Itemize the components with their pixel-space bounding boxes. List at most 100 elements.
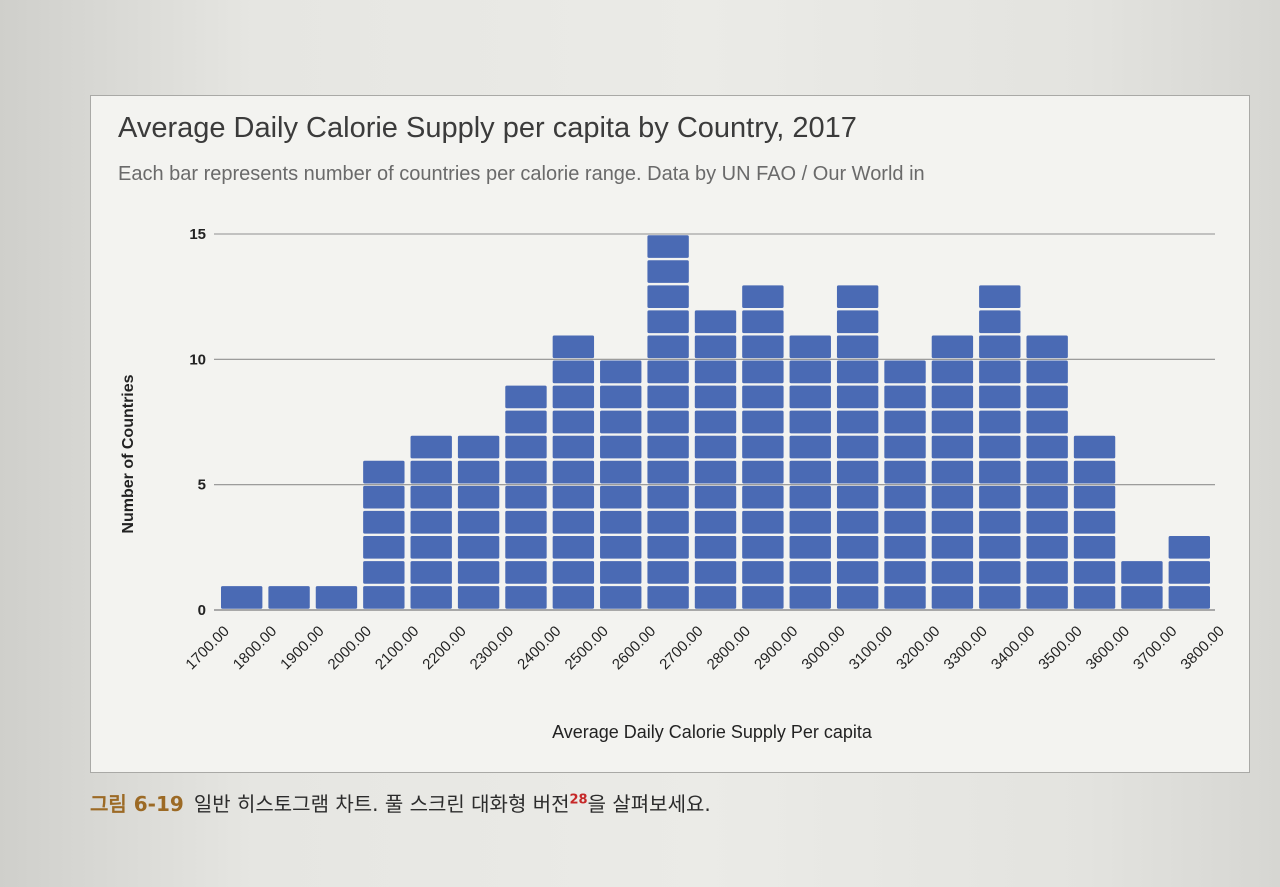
- bar-segment: [505, 510, 547, 534]
- x-tick-label: 2300.00: [467, 623, 517, 673]
- x-tick-label: 3000.00: [798, 623, 848, 673]
- footnote-marker[interactable]: 28: [569, 792, 588, 808]
- histogram-bar[interactable]: [363, 460, 405, 609]
- bar-segment: [836, 285, 879, 308]
- bar-segment: [505, 460, 547, 484]
- histogram-bar[interactable]: [647, 235, 689, 609]
- bar-segment: [647, 335, 689, 359]
- x-tick-label: 2700.00: [656, 623, 706, 673]
- bar-segment: [789, 460, 831, 484]
- bar-segment: [505, 536, 547, 559]
- x-tick-label: 2900.00: [751, 623, 801, 673]
- bar-segment: [1026, 536, 1068, 559]
- bar-segment: [552, 586, 595, 609]
- bar-segment: [410, 460, 452, 484]
- histogram-bar[interactable]: [457, 435, 500, 609]
- bar-segment: [979, 435, 1021, 459]
- bar-segment: [1073, 586, 1116, 609]
- bar-segment: [884, 510, 926, 534]
- histogram-bar[interactable]: [1073, 435, 1116, 609]
- bar-segment: [694, 561, 737, 584]
- histogram-bar[interactable]: [884, 360, 926, 609]
- bar-segment: [836, 410, 879, 434]
- bar-segment: [647, 536, 689, 559]
- figure-caption: 그림 6-19 일반 히스토그램 차트. 풀 스크린 대화형 버전28을 살펴보세…: [90, 788, 711, 817]
- bar-segment: [742, 310, 784, 334]
- bar-segment: [789, 385, 831, 409]
- y-tick-label: 0: [198, 602, 206, 619]
- bar-segment: [1026, 410, 1068, 434]
- histogram-bar[interactable]: [742, 285, 784, 609]
- x-tick-label: 2200.00: [419, 623, 469, 673]
- chart-card: [90, 95, 1250, 773]
- bar-segment: [836, 561, 879, 584]
- bar-segment: [742, 385, 784, 409]
- histogram-bar[interactable]: [315, 586, 358, 609]
- bar-segment: [221, 586, 263, 609]
- histogram-bar[interactable]: [410, 435, 452, 609]
- bar-segment: [1168, 536, 1210, 559]
- bar-segment: [268, 586, 310, 609]
- bar-segment: [552, 561, 595, 584]
- bar-segment: [694, 435, 737, 459]
- bar-segment: [884, 460, 926, 484]
- y-tick-label: 5: [198, 477, 206, 494]
- bar-segment: [694, 460, 737, 484]
- bar-segment: [742, 485, 784, 509]
- histogram-bar[interactable]: [505, 385, 547, 609]
- caption-text: 일반 히스토그램 차트. 풀 스크린 대화형 버전: [193, 792, 570, 816]
- histogram-bar[interactable]: [1168, 536, 1210, 609]
- bar-segment: [1026, 510, 1068, 534]
- bar-segment: [742, 561, 784, 584]
- bar-segment: [789, 536, 831, 559]
- bar-segment: [742, 435, 784, 459]
- x-tick-label: 3800.00: [1177, 623, 1227, 673]
- x-tick-label: 3400.00: [988, 623, 1038, 673]
- bar-segment: [363, 561, 405, 584]
- bar-segment: [836, 385, 879, 409]
- x-tick-label: 2500.00: [562, 623, 612, 673]
- bar-segment: [742, 586, 784, 609]
- histogram-bar[interactable]: [1026, 335, 1068, 609]
- bar-segment: [410, 586, 452, 609]
- y-tick-label: 15: [189, 226, 206, 243]
- chart-title: Average Daily Calorie Supply per capita …: [118, 112, 857, 144]
- bar-segment: [552, 510, 595, 534]
- bar-segment: [884, 410, 926, 434]
- bar-segment: [884, 586, 926, 609]
- bar-segment: [647, 510, 689, 534]
- bar-segment: [457, 460, 500, 484]
- bar-segment: [789, 561, 831, 584]
- histogram-bar[interactable]: [789, 335, 831, 609]
- histogram-bar[interactable]: [694, 310, 737, 609]
- bar-segment: [647, 485, 689, 509]
- bar-segment: [836, 485, 879, 509]
- bar-segment: [505, 435, 547, 459]
- bar-segment: [979, 536, 1021, 559]
- bar-segment: [552, 536, 595, 559]
- bar-segment: [742, 460, 784, 484]
- bar-segment: [552, 360, 595, 384]
- bar-segment: [410, 510, 452, 534]
- histogram-bar[interactable]: [600, 360, 642, 609]
- bar-segment: [1026, 460, 1068, 484]
- bar-segment: [457, 510, 500, 534]
- bar-segment: [884, 385, 926, 409]
- bar-segment: [647, 360, 689, 384]
- bar-segment: [647, 410, 689, 434]
- bar-segment: [647, 385, 689, 409]
- bar-segment: [363, 586, 405, 609]
- bar-segment: [600, 586, 642, 609]
- bar-segment: [505, 410, 547, 434]
- histogram-bar[interactable]: [1121, 561, 1163, 609]
- histogram-bar[interactable]: [979, 285, 1021, 609]
- histogram-bar[interactable]: [221, 586, 263, 609]
- histogram-bar[interactable]: [836, 285, 879, 609]
- histogram-bar[interactable]: [552, 335, 595, 609]
- bar-segment: [647, 460, 689, 484]
- bar-segment: [1073, 435, 1116, 459]
- histogram-bar[interactable]: [268, 586, 310, 609]
- histogram-bar[interactable]: [931, 335, 974, 609]
- bar-segment: [789, 435, 831, 459]
- bar-segment: [836, 360, 879, 384]
